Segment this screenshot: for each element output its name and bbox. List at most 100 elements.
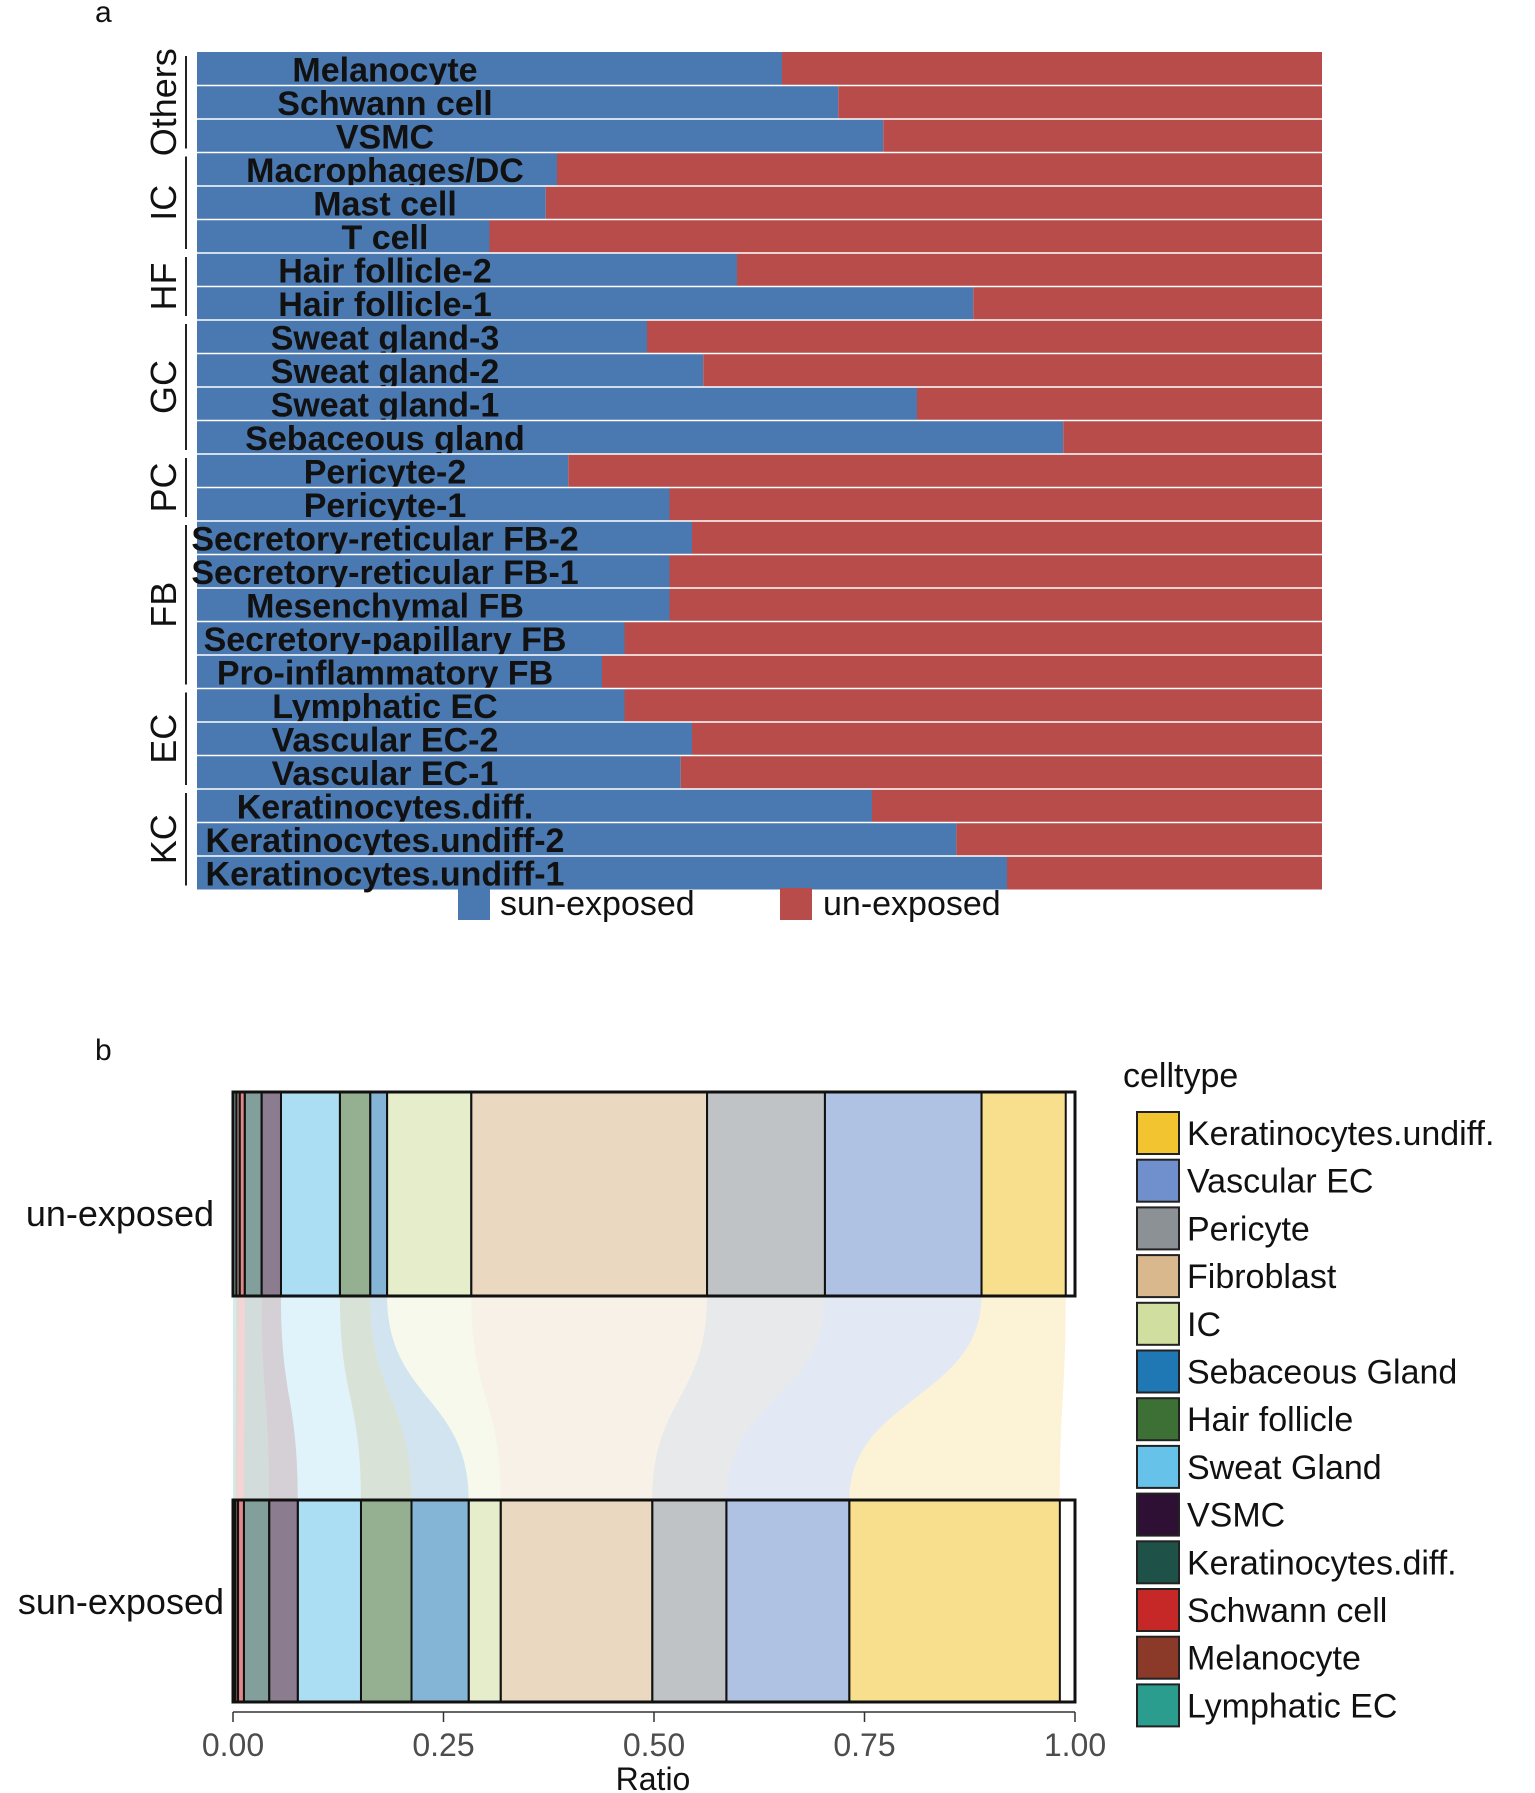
bar-sun-exposed-melanocyte xyxy=(197,52,782,86)
group-label-fb: FB xyxy=(143,582,184,628)
segment-sun-exposed-ic xyxy=(467,1499,502,1703)
legend-swatch-lymphatic-ec xyxy=(1136,1683,1180,1728)
bar-label-macrophages-dc: Macrophages/DC xyxy=(246,152,524,190)
segment-sun-exposed-hair-follicle xyxy=(359,1499,413,1703)
bar-label-sweat-gland-3: Sweat gland-3 xyxy=(271,320,500,358)
bar-un-exposed-vascular-ec-2 xyxy=(692,722,1322,756)
legend-label-pericyte: Pericyte xyxy=(1187,1210,1310,1248)
segment-un-exposed-ic xyxy=(386,1091,473,1297)
bar-label-hair-follicle-2: Hair follicle-2 xyxy=(278,253,492,291)
flow-melanocyte xyxy=(235,1296,240,1500)
bar-un-exposed-secretory-reticular-fb-2 xyxy=(692,521,1322,555)
row-label-un-exposed: un-exposed xyxy=(26,1193,214,1234)
bar-label-mast-cell: Mast cell xyxy=(313,186,457,224)
bar-sun-exposed-pericyte-1 xyxy=(197,487,670,521)
bar-un-exposed-melanocyte xyxy=(782,52,1322,86)
bar-un-exposed-pericyte-2 xyxy=(568,454,1322,488)
legend-swatch-vascular-ec xyxy=(1136,1158,1180,1203)
legend-label-fibroblast: Fibroblast xyxy=(1187,1258,1337,1296)
segment-un-exposed-vsmc xyxy=(260,1091,282,1297)
panel-b: b un-exposed sun-exposed 0.00 0.25 0.50 0.7… xyxy=(18,1034,1495,1793)
bar-sun-exposed-lymphatic-ec xyxy=(197,688,625,722)
row-label-sun-exposed: sun-exposed xyxy=(18,1581,224,1622)
legend-swatch-ic xyxy=(1136,1301,1180,1346)
bar-un-exposed-hair-follicle-2 xyxy=(737,253,1322,287)
bar-un-exposed-secretory-papillary-fb xyxy=(624,621,1322,655)
legend-label-ic: IC xyxy=(1187,1306,1221,1344)
bar-un-exposed-mast-cell xyxy=(545,186,1322,220)
bar-outline-sun-exposed xyxy=(231,1498,1077,1704)
legend-swatch-keratinocytes-diff xyxy=(1136,1540,1180,1585)
bar-un-exposed-pro-inflammatory-fb xyxy=(602,655,1322,689)
panel-a-group-brackets: Others IC HF GC PC FB EC KC xyxy=(143,48,187,886)
flow-schwann-cell xyxy=(238,1296,245,1500)
bar-label-vsmc: VSMC xyxy=(336,119,434,157)
legend-swatch-vsmc xyxy=(1136,1492,1180,1537)
bar-un-exposed-keratinocytes-diff xyxy=(872,789,1322,823)
bar-label-keratinocytes-diff: Keratinocytes.diff. xyxy=(237,789,534,827)
bar-label-sebaceous-gland: Sebaceous gland xyxy=(245,420,525,458)
segment-sun-exposed-vascular-ec xyxy=(725,1499,851,1703)
legend-label-keratinocytes-undiff: Keratinocytes.undiff. xyxy=(1187,1115,1494,1153)
x-tick-label: 0.75 xyxy=(833,1727,895,1763)
bar-sun-exposed-vsmc xyxy=(197,119,884,153)
group-label-others: Others xyxy=(143,48,184,156)
bar-sun-exposed-secretory-reticular-fb-1 xyxy=(197,554,670,588)
bar-un-exposed-secretory-reticular-fb-1 xyxy=(669,554,1322,588)
legend-swatch-fibroblast xyxy=(1136,1254,1180,1299)
segment-sun-exposed-vsmc xyxy=(268,1499,299,1703)
bar-sun-exposed-keratinocytes-undiff-2 xyxy=(197,822,957,856)
bar-un-exposed-sweat-gland-2 xyxy=(703,353,1322,387)
bar-label-mesenchymal-fb: Mesenchymal FB xyxy=(246,588,524,626)
bar-sun-exposed-hair-follicle-1 xyxy=(197,286,974,320)
x-axis: 0.00 0.25 0.50 0.75 1.00 xyxy=(202,1711,1106,1763)
segment-un-exposed-fibroblast xyxy=(470,1091,709,1297)
legend-label-vascular-ec: Vascular EC xyxy=(1187,1163,1373,1201)
bar-label-vascular-ec-2: Vascular EC-2 xyxy=(272,722,499,760)
alluvial-bars xyxy=(231,1090,1077,1704)
legend-label-melanocyte: Melanocyte xyxy=(1187,1640,1361,1678)
segment-sun-exposed-sweat-gland xyxy=(296,1499,362,1703)
bar-un-exposed-schwann-cell xyxy=(838,85,1322,119)
bar-sun-exposed-pericyte-2 xyxy=(197,454,569,488)
group-label-hf: HF xyxy=(143,263,184,311)
legend-label-un-exposed: un-exposed xyxy=(823,885,1001,923)
segment-un-exposed-sweat-gland xyxy=(279,1091,341,1297)
legend-swatch-melanocyte xyxy=(1136,1635,1180,1680)
bar-un-exposed-mesenchymal-fb xyxy=(669,588,1322,622)
bar-label-lymphatic-ec: Lymphatic EC xyxy=(272,688,497,726)
flow-keratinocytes-undiff xyxy=(849,1296,1066,1500)
bar-sun-exposed-mast-cell xyxy=(197,186,546,220)
group-label-ic: IC xyxy=(143,185,184,221)
x-tick-label: 0.25 xyxy=(412,1727,474,1763)
bar-sun-exposed-secretory-papillary-fb xyxy=(197,621,625,655)
bar-label-pericyte-2: Pericyte-2 xyxy=(304,454,467,492)
bar-sun-exposed-vascular-ec-1 xyxy=(197,755,681,789)
bar-label-t-cell: T cell xyxy=(342,219,429,257)
group-label-gc: GC xyxy=(143,360,184,414)
bar-sun-exposed-t-cell xyxy=(197,219,490,253)
x-tick-label: 0.50 xyxy=(623,1727,685,1763)
bar-label-hair-follicle-1: Hair follicle-1 xyxy=(278,286,492,324)
bar-sun-exposed-pro-inflammatory-fb xyxy=(197,655,602,689)
bar-label-sweat-gland-2: Sweat gland-2 xyxy=(271,353,500,391)
celltype-legend: celltype Keratinocytes.undiff. Vascular E… xyxy=(1123,1057,1494,1728)
flow-sweat-gland xyxy=(280,1296,361,1500)
legend-swatch-schwann-cell xyxy=(1136,1588,1180,1632)
bar-sun-exposed-vascular-ec-2 xyxy=(197,722,692,756)
bar-sun-exposed-sebaceous-gland xyxy=(197,420,1064,454)
flow-ic xyxy=(387,1296,501,1500)
flow-lymphatic-ec xyxy=(233,1296,237,1500)
alluvial-flows xyxy=(233,1296,1066,1500)
x-tick-label: 1.00 xyxy=(1044,1727,1106,1763)
bar-label-secretory-reticular-fb-1: Secretory-reticular FB-1 xyxy=(191,554,578,592)
bar-un-exposed-vascular-ec-1 xyxy=(680,755,1322,789)
bar-label-pericyte-1: Pericyte-1 xyxy=(304,487,467,525)
panel-a-letter: a xyxy=(95,0,112,29)
bar-label-sweat-gland-1: Sweat gland-1 xyxy=(271,387,500,425)
legend-label-lymphatic-ec: Lymphatic EC xyxy=(1187,1687,1397,1725)
x-axis-title: Ratio xyxy=(616,1761,691,1793)
